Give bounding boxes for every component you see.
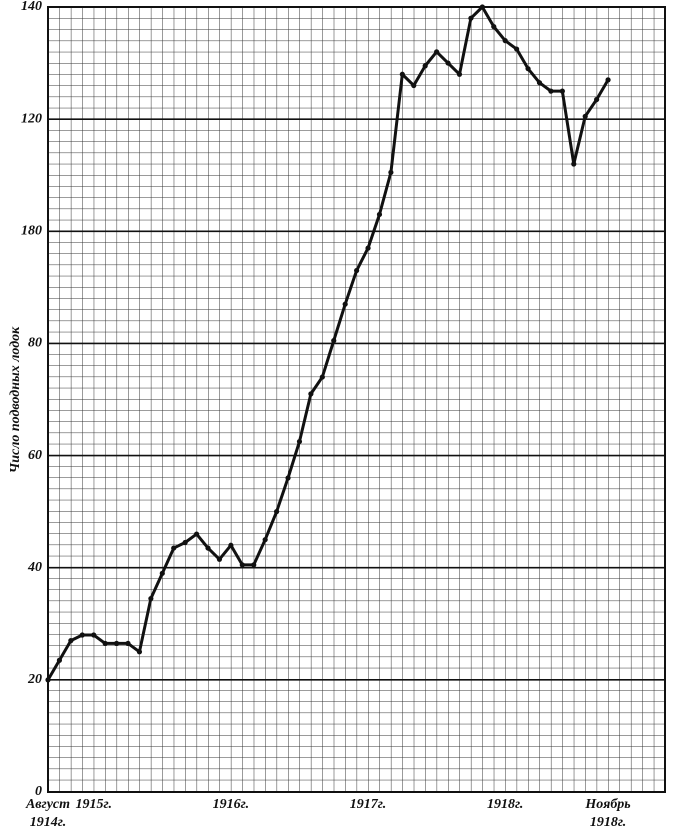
- data-point: [559, 88, 565, 94]
- data-point: [331, 338, 337, 344]
- data-point: [205, 545, 211, 551]
- y-tick-label: 0: [35, 784, 42, 799]
- data-point: [79, 632, 85, 638]
- data-point: [68, 638, 74, 644]
- y-tick-label: 60: [28, 448, 42, 463]
- data-point: [388, 169, 394, 176]
- data-point: [216, 556, 223, 562]
- y-tick-label: 80: [28, 336, 42, 351]
- data-point: [251, 562, 257, 568]
- data-point: [456, 71, 463, 77]
- y-axis-label: Число подводных лодок: [8, 326, 23, 473]
- data-point: [445, 60, 451, 66]
- data-point: [125, 640, 131, 647]
- x-tick-container: 1915г.: [75, 797, 112, 812]
- data-point: [342, 301, 348, 307]
- data-point: [239, 562, 245, 568]
- data-point: [296, 438, 303, 445]
- data-point: [113, 640, 120, 647]
- data-point: [182, 539, 188, 546]
- data-point: [45, 677, 51, 683]
- data-point: [308, 391, 314, 397]
- data-point: [228, 542, 234, 548]
- data-point: [434, 49, 440, 55]
- data-point: [411, 82, 417, 89]
- data-point: [274, 509, 280, 515]
- data-point: [376, 211, 383, 218]
- data-point: [171, 545, 177, 551]
- y-tick-label: 140: [21, 0, 42, 14]
- data-point: [548, 88, 554, 94]
- data-point: [502, 38, 508, 44]
- data-point: [571, 161, 577, 167]
- data-point: [193, 531, 200, 537]
- data-point: [159, 570, 165, 576]
- data-point: [136, 649, 143, 655]
- plot-area: [47, 6, 666, 793]
- y-tick-label: 180: [21, 224, 42, 239]
- x-tick-label: 1918г.: [486, 797, 524, 812]
- x-tick-label: 1916г.: [212, 797, 250, 812]
- y-tick-label: 120: [21, 111, 42, 126]
- x-tick-container: Ноябрь 1918г.: [585, 797, 631, 830]
- x-tick-container: 1918г.: [486, 797, 524, 812]
- data-point: [525, 66, 531, 72]
- data-point: [399, 71, 405, 77]
- x-tick-container: 1916г.: [212, 797, 250, 812]
- data-point: [319, 374, 325, 380]
- data-point: [422, 63, 428, 69]
- y-tick-label: 40: [27, 560, 42, 575]
- data-point: [56, 657, 63, 663]
- data-point: [468, 15, 474, 21]
- x-tick-label: 1917г.: [349, 797, 387, 812]
- data-point: [605, 77, 611, 83]
- data-point: [354, 267, 360, 274]
- data-point: [514, 46, 520, 52]
- data-point: [479, 4, 485, 10]
- data-point: [491, 24, 497, 30]
- data-point: [536, 80, 543, 86]
- data-point: [102, 640, 108, 647]
- data-point: [262, 537, 268, 543]
- x-tick-label: 1915г.: [75, 797, 112, 812]
- data-point: [582, 113, 588, 119]
- data-point: [285, 475, 291, 481]
- x-tick-label: Август 1914г.: [25, 797, 71, 830]
- data-point: [365, 245, 371, 251]
- data-point: [91, 632, 97, 638]
- x-tick-container: 1917г.: [349, 797, 387, 812]
- x-tick-label: Ноябрь 1918г.: [585, 797, 631, 830]
- y-tick-label: 20: [27, 672, 42, 687]
- data-point: [594, 96, 600, 103]
- data-point: [148, 595, 154, 602]
- x-tick-container: Август 1914г.: [25, 797, 71, 830]
